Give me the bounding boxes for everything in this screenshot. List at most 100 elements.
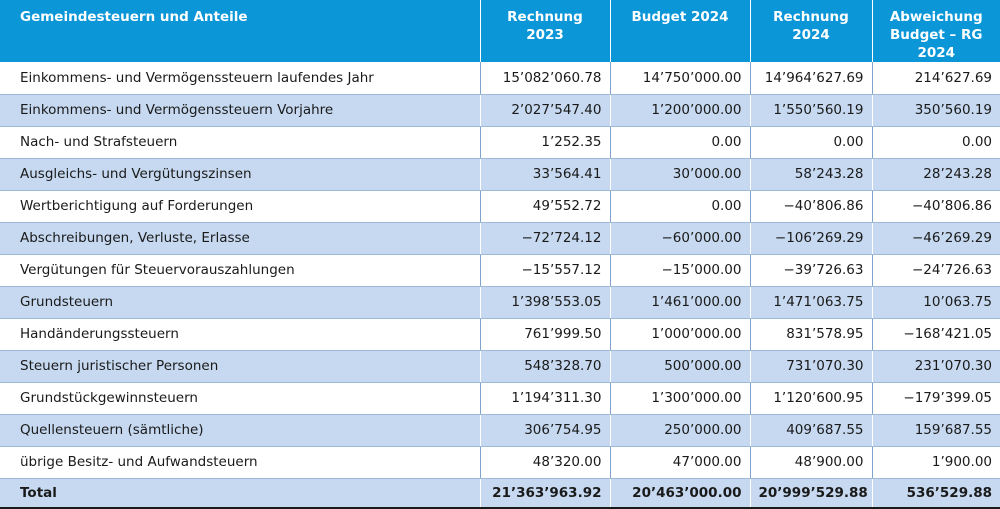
header-category-label: Gemeindesteuern und Anteile — [20, 9, 248, 25]
cell-budget-2024: 0.00 — [610, 190, 751, 223]
cell-budget-2024: 47’000.00 — [610, 446, 751, 479]
header-category: Gemeindesteuern und Anteile — [0, 0, 481, 62]
table-row: Wertberichtigung auf Forderungen 49’552.7… — [0, 190, 1000, 223]
cell-rechnung-2023: 761’999.50 — [480, 318, 611, 351]
cell-rechnung-2023: −72’724.12 — [480, 222, 611, 255]
header-row: Gemeindesteuern und Anteile Rechnung 202… — [0, 0, 1000, 62]
cell-budget-2024: 250’000.00 — [610, 414, 751, 447]
cell-rechnung-2024: 1’471’063.75 — [750, 286, 873, 319]
cell-abweichung: 350’560.19 — [872, 94, 1000, 127]
row-label: übrige Besitz- und Aufwandsteuern — [0, 446, 481, 479]
header-budget-2024-label: Budget 2024 — [631, 9, 729, 25]
cell-rechnung-2023: 306’754.95 — [480, 414, 611, 447]
cell-rechnung-2023: 15’082’060.78 — [480, 62, 611, 95]
cell-budget-2024: −60’000.00 — [610, 222, 751, 255]
table-row: Einkommens- und Vermögenssteuern Vorjahr… — [0, 94, 1000, 127]
cell-abweichung: −179’399.05 — [872, 382, 1000, 415]
row-label: Wertberichtigung auf Forderungen — [0, 190, 481, 223]
row-label: Einkommens- und Vermögenssteuern laufend… — [0, 62, 481, 95]
cell-rechnung-2023: 1’252.35 — [480, 126, 611, 159]
row-label: Grundsteuern — [0, 286, 481, 319]
cell-rechnung-2024: 48’900.00 — [750, 446, 873, 479]
cell-rechnung-2024: 409’687.55 — [750, 414, 873, 447]
table-row: Quellensteuern (sämtliche) 306’754.95 250’… — [0, 414, 1000, 447]
header-budget-2024: Budget 2024 — [610, 0, 751, 62]
row-label: Grundstückgewinnsteuern — [0, 382, 481, 415]
row-label: Nach- und Strafsteuern — [0, 126, 481, 159]
cell-abweichung: −46’269.29 — [872, 222, 1000, 255]
cell-rechnung-2024: 1’550’560.19 — [750, 94, 873, 127]
row-label: Ausgleichs- und Vergütungszinsen — [0, 158, 481, 191]
total-abweichung: 536’529.88 — [872, 477, 1000, 509]
cell-abweichung: 231’070.30 — [872, 350, 1000, 383]
row-label: Handänderungssteuern — [0, 318, 481, 351]
header-rechnung-2024-label: Rechnung 2024 — [773, 9, 849, 43]
cell-abweichung: 0.00 — [872, 126, 1000, 159]
cell-rechnung-2023: 1’398’553.05 — [480, 286, 611, 319]
header-abweichung: Abweichung Budget – RG 2024 — [872, 0, 1000, 62]
table-row: Abschreibungen, Verluste, Erlasse −72’724… — [0, 222, 1000, 255]
cell-budget-2024: −15’000.00 — [610, 254, 751, 287]
total-rechnung-2024: 20’999’529.88 — [750, 477, 873, 509]
cell-abweichung: −40’806.86 — [872, 190, 1000, 223]
table-row: übrige Besitz- und Aufwandsteuern 48’320.… — [0, 446, 1000, 479]
row-label: Einkommens- und Vermögenssteuern Vorjahr… — [0, 94, 481, 127]
cell-budget-2024: 500’000.00 — [610, 350, 751, 383]
table-row: Steuern juristischer Personen 548’328.70 5… — [0, 350, 1000, 383]
cell-abweichung: 28’243.28 — [872, 158, 1000, 191]
table-row: Einkommens- und Vermögenssteuern laufend… — [0, 62, 1000, 95]
total-label: Total — [0, 477, 481, 509]
cell-rechnung-2023: 33’564.41 — [480, 158, 611, 191]
cell-budget-2024: 0.00 — [610, 126, 751, 159]
cell-rechnung-2024: 58’243.28 — [750, 158, 873, 191]
header-rechnung-2023: Rechnung 2023 — [480, 0, 611, 62]
total-budget-2024: 20’463’000.00 — [610, 477, 751, 509]
cell-rechnung-2024: 731’070.30 — [750, 350, 873, 383]
header-rechnung-2023-label: Rechnung 2023 — [507, 9, 583, 43]
header-abweichung-line1: Abweichung — [889, 9, 983, 25]
row-label: Quellensteuern (sämtliche) — [0, 414, 481, 447]
total-rechnung-2023: 21’363’963.92 — [480, 477, 611, 509]
row-label: Abschreibungen, Verluste, Erlasse — [0, 222, 481, 255]
total-row: Total 21’363’963.92 20’463’000.00 20’999’52… — [0, 477, 1000, 509]
cell-rechnung-2023: 48’320.00 — [480, 446, 611, 479]
table-row: Handänderungssteuern 761’999.50 1’000’000.… — [0, 318, 1000, 351]
header-rechnung-2024: Rechnung 2024 — [750, 0, 873, 62]
cell-budget-2024: 30’000.00 — [610, 158, 751, 191]
cell-rechnung-2024: 0.00 — [750, 126, 873, 159]
table-row: Vergütungen für Steuervorauszahlungen −15… — [0, 254, 1000, 287]
cell-rechnung-2023: 548’328.70 — [480, 350, 611, 383]
cell-rechnung-2024: 1’120’600.95 — [750, 382, 873, 415]
cell-rechnung-2023: 1’194’311.30 — [480, 382, 611, 415]
cell-rechnung-2023: 2’027’547.40 — [480, 94, 611, 127]
cell-abweichung: 10’063.75 — [872, 286, 1000, 319]
cell-rechnung-2024: 14’964’627.69 — [750, 62, 873, 95]
cell-rechnung-2024: −40’806.86 — [750, 190, 873, 223]
cell-abweichung: −168’421.05 — [872, 318, 1000, 351]
table-row: Grundstückgewinnsteuern 1’194’311.30 1’300… — [0, 382, 1000, 415]
table-row: Grundsteuern 1’398’553.05 1’461’000.00 1’47… — [0, 286, 1000, 319]
header-abweichung-line2: Budget – RG 2024 — [890, 27, 983, 61]
cell-abweichung: −24’726.63 — [872, 254, 1000, 287]
table-row: Ausgleichs- und Vergütungszinsen 33’564.4… — [0, 158, 1000, 191]
cell-abweichung: 159’687.55 — [872, 414, 1000, 447]
table-body: Einkommens- und Vermögenssteuern laufend… — [0, 62, 1000, 509]
cell-rechnung-2024: 831’578.95 — [750, 318, 873, 351]
cell-budget-2024: 1’200’000.00 — [610, 94, 751, 127]
table-header: Gemeindesteuern und Anteile Rechnung 202… — [0, 0, 1000, 62]
row-label: Steuern juristischer Personen — [0, 350, 481, 383]
cell-budget-2024: 14’750’000.00 — [610, 62, 751, 95]
table-row: Nach- und Strafsteuern 1’252.35 0.00 0.00 0.… — [0, 126, 1000, 159]
cell-abweichung: 1’900.00 — [872, 446, 1000, 479]
row-label: Vergütungen für Steuervorauszahlungen — [0, 254, 481, 287]
cell-budget-2024: 1’461’000.00 — [610, 286, 751, 319]
cell-budget-2024: 1’000’000.00 — [610, 318, 751, 351]
cell-budget-2024: 1’300’000.00 — [610, 382, 751, 415]
cell-rechnung-2024: −106’269.29 — [750, 222, 873, 255]
cell-rechnung-2024: −39’726.63 — [750, 254, 873, 287]
cell-rechnung-2023: −15’557.12 — [480, 254, 611, 287]
cell-rechnung-2023: 49’552.72 — [480, 190, 611, 223]
cell-abweichung: 214’627.69 — [872, 62, 1000, 95]
